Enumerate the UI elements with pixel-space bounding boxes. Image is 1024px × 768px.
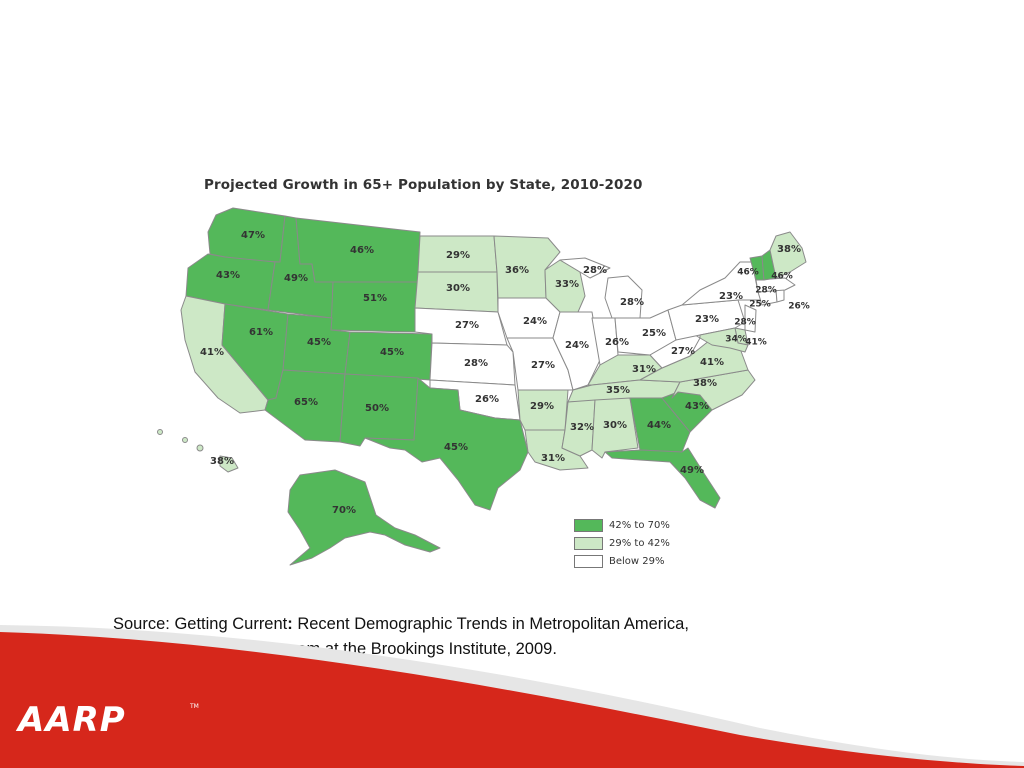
legend-label: 29% to 42%	[609, 537, 670, 549]
label-nh: 46%	[771, 272, 793, 282]
state-mi-upper	[559, 257, 611, 279]
label-in: 26%	[605, 337, 629, 348]
source-line-1: Source: Getting Current: Recent Demograp…	[113, 612, 873, 637]
label-mn: 36%	[505, 265, 529, 276]
footer-red-swoosh	[0, 632, 1024, 768]
source-prefix: Source: Getting Current	[113, 615, 288, 633]
state-fl	[604, 447, 721, 509]
label-wi: 33%	[555, 279, 579, 290]
state-ma	[755, 277, 796, 293]
label-ms: 32%	[570, 422, 594, 433]
map-title: Projected Growth in 65+ Population by St…	[204, 177, 643, 193]
legend-swatch	[574, 518, 603, 532]
label-va: 41%	[700, 357, 724, 368]
label-wa: 47%	[241, 230, 265, 241]
aarp-logo-tm: TM	[189, 703, 199, 710]
label-ma: 28%	[755, 286, 777, 296]
label-mo: 27%	[531, 360, 555, 371]
label-ga: 44%	[647, 420, 671, 431]
state-hi	[219, 455, 239, 473]
label-az: 65%	[294, 397, 318, 408]
label-pa: 23%	[695, 314, 719, 325]
legend-item-low: Below 29%	[574, 553, 670, 569]
label-al: 30%	[603, 420, 627, 431]
label-ks: 28%	[464, 358, 488, 369]
label-il: 24%	[565, 340, 589, 351]
label-ri: 26%	[788, 302, 810, 312]
label-mi: 28%	[620, 297, 644, 308]
aarp-logo: AARP TM	[15, 700, 199, 738]
label-mt: 46%	[350, 245, 374, 256]
label-nc: 38%	[693, 378, 717, 389]
label-fl: 49%	[680, 465, 704, 476]
label-sd: 30%	[446, 283, 470, 294]
label-tn: 35%	[606, 385, 630, 396]
label-ny: 23%	[719, 291, 743, 302]
legend-label: Below 29%	[609, 555, 665, 567]
state-ak	[287, 469, 441, 566]
label-ia: 24%	[523, 316, 547, 327]
label-id: 49%	[284, 273, 308, 284]
source-colon: :	[287, 615, 293, 633]
label-mi-upper: 28%	[583, 265, 607, 276]
state-md	[699, 327, 749, 353]
label-nm: 50%	[365, 403, 389, 414]
state-nj	[744, 304, 757, 333]
state-hi-island	[182, 437, 188, 443]
label-nj: 28%	[734, 318, 756, 328]
label-wv: 27%	[671, 346, 695, 357]
label-la: 31%	[541, 453, 565, 464]
us-choropleth-map: 47% 43% 41% 49% 61% 46% 51% 45% 65% 45% …	[157, 207, 810, 566]
source-title: Recent Demographic Trends in Metropolita…	[292, 615, 689, 633]
label-ar: 29%	[530, 401, 554, 412]
label-or: 43%	[216, 270, 240, 281]
aarp-logo-text: AARP	[15, 700, 126, 738]
state-mt	[295, 217, 421, 283]
label-co: 45%	[380, 347, 404, 358]
state-tx	[364, 377, 529, 511]
state-ks	[429, 342, 516, 386]
legend-swatch	[574, 554, 603, 568]
legend-item-high: 42% to 70%	[574, 517, 670, 533]
label-de: 34%	[725, 335, 747, 345]
label-nv: 61%	[249, 327, 273, 338]
state-hi-island	[196, 444, 204, 452]
label-ok: 26%	[475, 394, 499, 405]
state-me	[769, 231, 807, 279]
label-me: 38%	[777, 244, 801, 255]
label-hi: 38%	[210, 456, 234, 467]
map-legend: 42% to 70% 29% to 42% Below 29%	[574, 517, 670, 571]
label-ct: 25%	[749, 300, 771, 310]
legend-swatch	[574, 536, 603, 550]
label-ak: 70%	[332, 505, 356, 516]
label-vt: 46%	[737, 268, 759, 278]
state-hi-island	[157, 429, 163, 435]
label-ca: 41%	[200, 347, 224, 358]
legend-label: 42% to 70%	[609, 519, 670, 531]
legend-item-mid: 29% to 42%	[574, 535, 670, 551]
label-ne: 27%	[455, 320, 479, 331]
label-tx: 45%	[444, 442, 468, 453]
label-ut: 45%	[307, 337, 331, 348]
label-oh: 25%	[642, 328, 666, 339]
label-sc: 43%	[685, 401, 709, 412]
label-ky: 31%	[632, 364, 656, 375]
state-ga	[629, 397, 691, 453]
label-nd: 29%	[446, 250, 470, 261]
label-wy: 51%	[363, 293, 387, 304]
label-md: 41%	[745, 338, 767, 348]
